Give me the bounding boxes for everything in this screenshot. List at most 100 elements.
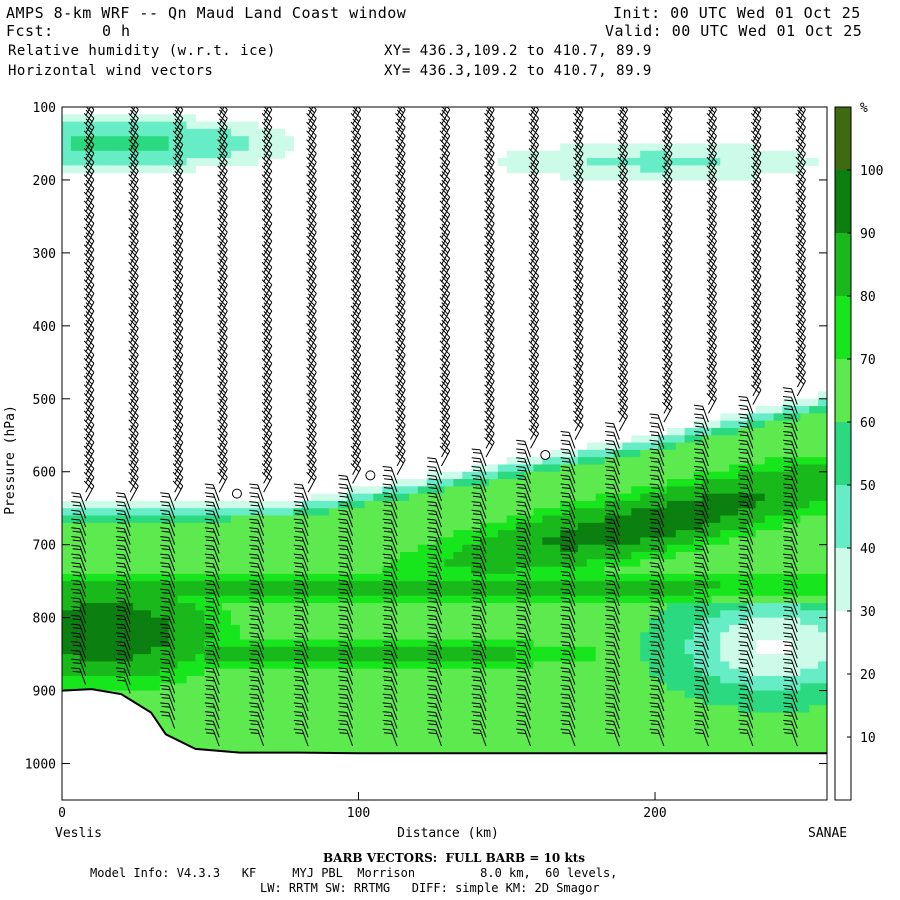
rh-cell <box>595 471 606 480</box>
rh-cell <box>453 632 463 641</box>
rh-cell <box>222 654 232 662</box>
wind-barb <box>71 492 87 510</box>
rh-cell <box>88 128 99 137</box>
rh-cell <box>239 741 250 750</box>
rh-cell <box>800 573 810 582</box>
rh-cell <box>711 427 721 436</box>
rh-cell <box>150 603 161 611</box>
rh-cell <box>711 471 721 480</box>
rh-cell <box>382 727 392 735</box>
wind-barb <box>484 232 495 257</box>
rh-cell <box>631 479 641 487</box>
rh-cell <box>569 150 579 159</box>
rh-cell <box>186 617 197 626</box>
rh-cell <box>515 486 526 495</box>
rh-cell <box>213 595 223 604</box>
rh-cell <box>222 522 232 531</box>
rh-cell <box>355 588 366 597</box>
wind-barb <box>128 372 139 397</box>
rh-cell <box>328 493 339 502</box>
rh-cell <box>239 544 250 553</box>
rh-cell <box>542 158 552 166</box>
rh-cell <box>257 639 268 648</box>
rh-cell <box>684 522 695 531</box>
rh-cell <box>204 566 214 575</box>
rh-cell <box>186 639 197 648</box>
rh-cell <box>800 654 810 662</box>
wind-barb <box>395 424 406 449</box>
rh-cell <box>533 712 543 721</box>
rh-cell <box>106 595 116 604</box>
wind-barb <box>172 302 184 327</box>
rh-cell <box>319 595 330 604</box>
rh-cell <box>444 727 454 735</box>
wind-barb <box>160 606 176 624</box>
rh-cell <box>773 479 784 487</box>
rh-cell <box>649 705 659 714</box>
rh-cell <box>764 522 775 531</box>
rh-cell <box>497 639 508 648</box>
rh-cell <box>382 734 392 743</box>
rh-cell <box>764 588 775 597</box>
rh-cell <box>453 508 463 517</box>
rh-cell <box>782 588 793 597</box>
rh-cell <box>266 697 277 706</box>
wind-barb <box>306 118 317 143</box>
wind-barb <box>471 474 487 493</box>
rh-cell <box>115 683 125 692</box>
rh-cell <box>293 712 303 721</box>
rh-cell <box>657 508 668 517</box>
wind-barb <box>439 346 451 370</box>
rh-cell <box>400 493 410 502</box>
wind-barb <box>382 667 398 685</box>
rh-cell <box>373 697 383 706</box>
rh-cell <box>444 544 454 553</box>
rh-cell <box>497 675 508 684</box>
rh-cell <box>311 537 321 546</box>
rh-cell <box>586 457 597 466</box>
rh-cell <box>533 537 543 546</box>
rh-cell <box>355 646 366 655</box>
rh-cell <box>693 566 704 575</box>
rh-cell <box>684 508 695 517</box>
rh-cell <box>435 741 446 750</box>
rh-cell <box>693 551 704 560</box>
rh-cell <box>195 537 205 546</box>
rh-cell <box>328 573 339 582</box>
rh-cell <box>791 500 801 509</box>
wind-barb <box>350 162 362 187</box>
rh-cell <box>275 697 285 706</box>
rh-cell <box>471 683 481 692</box>
wind-barb <box>382 562 398 580</box>
wind-barb <box>172 188 184 213</box>
rh-cell <box>239 537 250 546</box>
rh-cell <box>337 734 348 743</box>
rh-cell <box>675 158 686 166</box>
wind-barb <box>306 258 317 283</box>
wind-barb <box>115 536 131 554</box>
rh-cell <box>542 559 552 568</box>
wind-barb <box>395 398 406 423</box>
rh-cell <box>133 500 143 509</box>
rh-cell <box>444 690 454 699</box>
rh-cell <box>284 668 294 677</box>
rh-cell <box>586 624 597 633</box>
rh-cell <box>382 500 392 509</box>
rh-cell <box>613 654 624 662</box>
rh-cell <box>328 544 339 553</box>
rh-cell <box>666 624 677 633</box>
rh-cell <box>88 559 99 568</box>
rh-cell <box>195 158 205 166</box>
wind-barb <box>439 407 451 432</box>
rh-cell <box>551 639 561 648</box>
rh-cell <box>159 624 170 633</box>
rh-cell <box>524 595 535 604</box>
rh-cell <box>222 530 232 538</box>
rh-cell <box>488 566 499 575</box>
rh-cell <box>311 515 321 524</box>
rh-cell <box>391 530 401 538</box>
rh-cell <box>675 493 686 502</box>
rh-cell <box>666 668 677 677</box>
rh-cell <box>480 727 490 735</box>
wind-barb <box>172 205 184 230</box>
